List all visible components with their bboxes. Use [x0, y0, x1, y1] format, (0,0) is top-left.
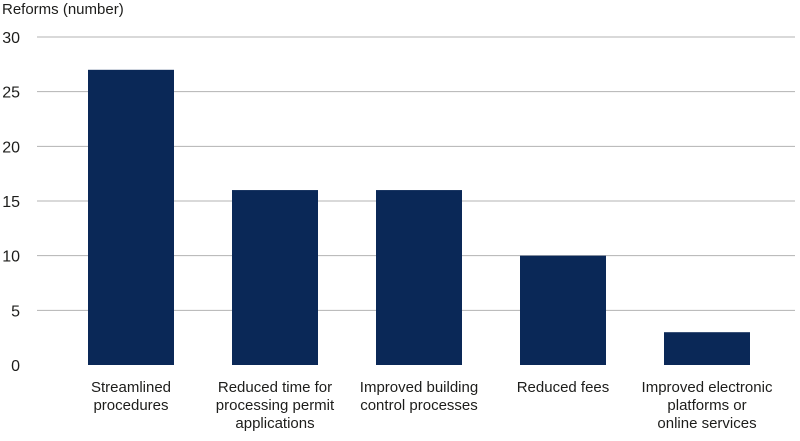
bar-2	[232, 190, 318, 365]
x-category-label-line: procedures	[93, 397, 169, 414]
x-category-label-line: Reduced fees	[516, 379, 610, 396]
y-axis-ticks: 0 5 10 15 20 25 30	[2, 30, 20, 375]
y-tick-label: 0	[11, 358, 20, 375]
y-tick-label: 5	[11, 303, 20, 320]
y-tick-label: 10	[2, 249, 20, 266]
bar-5	[664, 332, 750, 365]
y-tick-label: 15	[2, 194, 20, 211]
bar-4	[520, 255, 606, 365]
y-axis-title: Reforms (number)	[2, 1, 124, 18]
x-category-label-line: online services	[657, 415, 757, 432]
x-category-label-line: Improved building	[359, 379, 479, 396]
x-category-label-line: applications	[235, 415, 315, 432]
x-category-label-line: control processes	[360, 397, 478, 414]
x-category-label-line: Reduced time for	[217, 379, 333, 396]
x-category-label: Reduced fees	[483, 379, 643, 397]
x-category-label-line: Streamlined	[90, 379, 172, 396]
y-tick-label: 30	[2, 30, 20, 47]
x-category-label-line: platforms or	[667, 397, 747, 414]
x-category-label-line: Improved electronic	[641, 379, 773, 396]
bar-3	[376, 190, 462, 365]
x-category-label-line: processing permit	[215, 397, 335, 414]
x-category-label: Improved electronic platforms or online se…	[627, 379, 787, 433]
bar-1	[88, 69, 174, 366]
y-tick-label: 25	[2, 85, 20, 102]
bars	[88, 69, 750, 366]
y-tick-label: 20	[2, 139, 20, 156]
x-category-label: Streamlined procedures	[51, 379, 211, 415]
x-category-label: Reduced time for processing permit applica…	[195, 379, 355, 433]
x-category-label: Improved building control processes	[339, 379, 499, 415]
